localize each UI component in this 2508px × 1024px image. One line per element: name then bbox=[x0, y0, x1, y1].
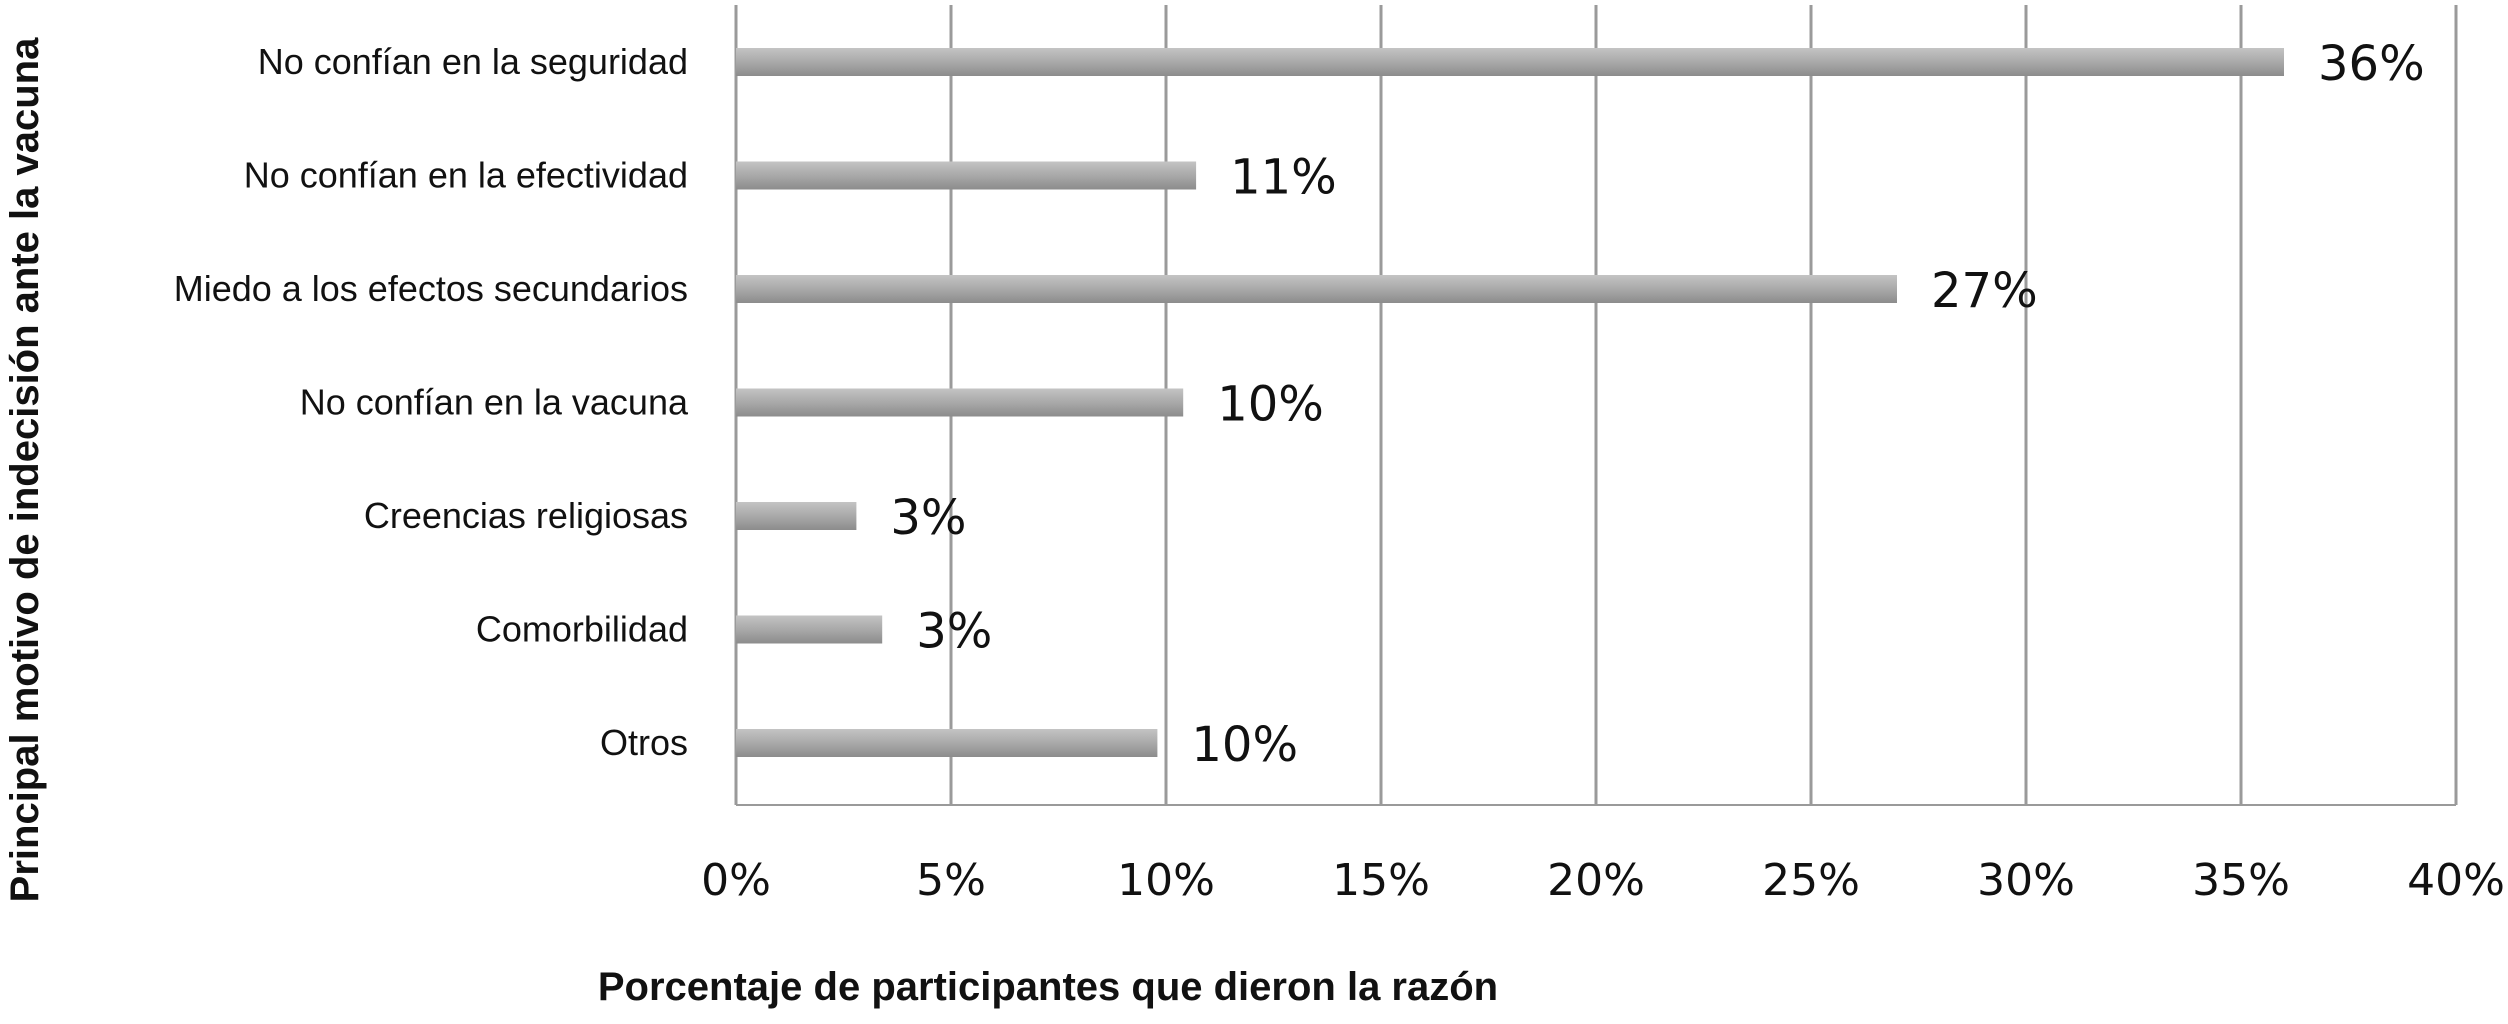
data-label: 27% bbox=[1931, 263, 2038, 319]
bar bbox=[736, 275, 1897, 303]
x-tick-label: 25% bbox=[1762, 855, 1860, 906]
category-label: No confían en la efectividad bbox=[244, 155, 688, 196]
bar bbox=[736, 388, 1184, 417]
category-labels: No confían en la seguridad No confían en … bbox=[174, 41, 689, 763]
x-tick-label: 5% bbox=[916, 855, 986, 906]
x-tick-label: 20% bbox=[1547, 855, 1645, 906]
category-label: Comorbilidad bbox=[476, 609, 688, 650]
data-label: 11% bbox=[1230, 150, 1337, 206]
x-tick-label: 30% bbox=[1977, 855, 2075, 906]
bar bbox=[736, 502, 857, 530]
category-label: Miedo a los efectos secundarios bbox=[174, 268, 688, 309]
data-labels: 36% 11% 27% 10% 3% 3% 10% bbox=[890, 36, 2424, 773]
x-tick-label: 15% bbox=[1332, 855, 1430, 906]
bar bbox=[736, 615, 883, 644]
bar bbox=[736, 729, 1158, 757]
bars bbox=[736, 48, 2284, 757]
category-label: No confían en la vacuna bbox=[300, 382, 689, 423]
category-label: No confían en la seguridad bbox=[258, 41, 688, 82]
data-label: 10% bbox=[1191, 717, 1298, 773]
y-axis-title: Principal motivo de indecisión ante la v… bbox=[3, 37, 47, 902]
x-tick-label: 0% bbox=[701, 855, 771, 906]
data-label: 10% bbox=[1217, 377, 1324, 433]
data-label: 3% bbox=[890, 490, 966, 546]
category-label: Creencias religiosas bbox=[364, 495, 688, 536]
category-label: Otros bbox=[600, 722, 688, 763]
x-tick-label: 40% bbox=[2407, 855, 2505, 906]
grid-lines bbox=[734, 5, 2458, 806]
x-tick-label: 10% bbox=[1117, 855, 1215, 906]
data-label: 36% bbox=[2318, 36, 2425, 92]
bar bbox=[736, 161, 1197, 190]
bar bbox=[736, 48, 2284, 76]
x-tick-label: 35% bbox=[2192, 855, 2290, 906]
x-tick-labels: 0% 5% 10% 15% 20% 25% 30% 35% 40% bbox=[701, 855, 2505, 906]
x-axis-title: Porcentaje de participantes que dieron l… bbox=[598, 965, 1498, 1009]
data-label: 3% bbox=[916, 604, 992, 660]
